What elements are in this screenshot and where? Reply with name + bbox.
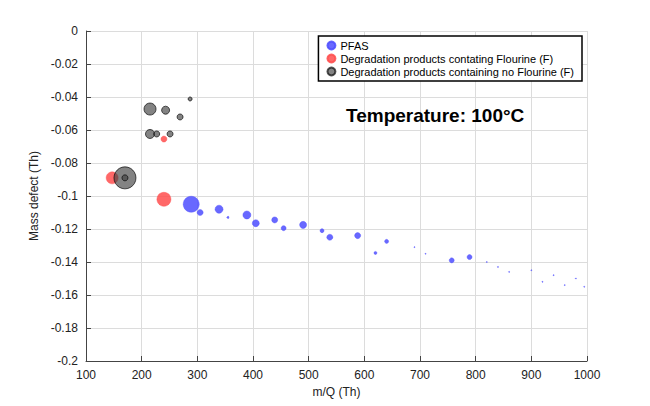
- svg-text:700: 700: [410, 368, 430, 382]
- svg-text:400: 400: [243, 368, 263, 382]
- svg-text:-0.02: -0.02: [51, 57, 79, 71]
- svg-text:m/Q (Th): m/Q (Th): [313, 385, 361, 399]
- svg-text:200: 200: [132, 368, 152, 382]
- svg-text:800: 800: [466, 368, 486, 382]
- svg-text:-0.16: -0.16: [51, 288, 79, 302]
- svg-text:500: 500: [299, 368, 319, 382]
- svg-text:-0.14: -0.14: [51, 255, 79, 269]
- svg-text:900: 900: [521, 368, 541, 382]
- svg-text:-0.2: -0.2: [57, 354, 78, 368]
- svg-text:300: 300: [187, 368, 207, 382]
- svg-text:PFAS: PFAS: [340, 40, 368, 52]
- svg-text:-0.06: -0.06: [51, 123, 79, 137]
- svg-text:-0.1: -0.1: [57, 189, 78, 203]
- svg-text:-0.18: -0.18: [51, 321, 79, 335]
- svg-text:-0.12: -0.12: [51, 222, 79, 236]
- svg-text:600: 600: [354, 368, 374, 382]
- svg-text:-0.04: -0.04: [51, 90, 79, 104]
- svg-text:Mass defect (Th): Mass defect (Th): [27, 151, 41, 241]
- svg-text:Degradation products containin: Degradation products containing no Flour…: [340, 66, 574, 78]
- svg-text:Temperature: 100°C: Temperature: 100°C: [346, 105, 525, 126]
- svg-text:-0.08: -0.08: [51, 156, 79, 170]
- svg-text:1000: 1000: [574, 368, 601, 382]
- svg-text:0: 0: [71, 24, 78, 38]
- svg-text:100: 100: [76, 368, 96, 382]
- svg-text:Degradation products contating: Degradation products contating Flourine …: [340, 53, 553, 65]
